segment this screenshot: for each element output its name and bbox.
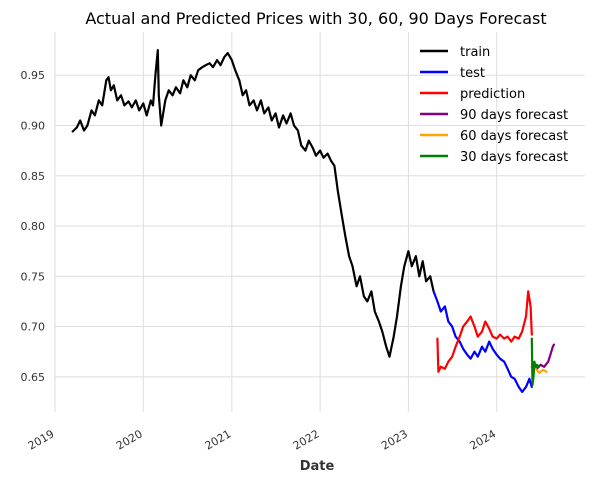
- series-line-90-days-forecast: [530, 343, 556, 370]
- y-axis-ticks: 0.65 0.70 0.75 0.80 0.85 0.90 0.95: [21, 69, 46, 384]
- y-tick-label: 0.80: [21, 220, 46, 233]
- x-tick-label: 2023: [379, 427, 410, 452]
- x-tick-label: 2019: [26, 427, 57, 452]
- series-line-train: [71, 49, 435, 358]
- x-tick-label: 2021: [203, 427, 234, 452]
- legend-label: 60 days forecast: [460, 129, 568, 144]
- legend-label: 90 days forecast: [460, 108, 568, 123]
- legend-label: train: [460, 45, 490, 60]
- y-tick-label: 0.70: [21, 321, 46, 334]
- legend-label: test: [460, 66, 485, 81]
- series-line-30-days-forecast: [530, 337, 541, 386]
- y-tick-label: 0.95: [21, 69, 46, 82]
- legend-label: 30 days forecast: [460, 150, 568, 165]
- y-tick-label: 0.65: [21, 371, 46, 384]
- series-line-test: [432, 290, 533, 393]
- x-axis-ticks: 2019 2020 2021 2022 2023 2024: [26, 427, 498, 452]
- series-line-prediction: [436, 290, 533, 373]
- legend-label: prediction: [460, 87, 525, 102]
- series-lines: [71, 49, 556, 393]
- x-tick-label: 2022: [291, 427, 322, 452]
- x-axis-label: Date: [300, 459, 335, 474]
- x-tick-label: 2020: [114, 427, 145, 452]
- y-tick-label: 0.75: [21, 270, 46, 283]
- plot-area: [54, 32, 585, 412]
- grid-lines: [54, 32, 585, 412]
- chart-title: Actual and Predicted Prices with 30, 60,…: [85, 9, 546, 28]
- y-tick-label: 0.85: [21, 170, 46, 183]
- x-tick-label: 2024: [467, 427, 498, 452]
- legend: train test prediction 90 days forecast 60 da…: [420, 45, 568, 165]
- y-tick-label: 0.90: [21, 119, 46, 132]
